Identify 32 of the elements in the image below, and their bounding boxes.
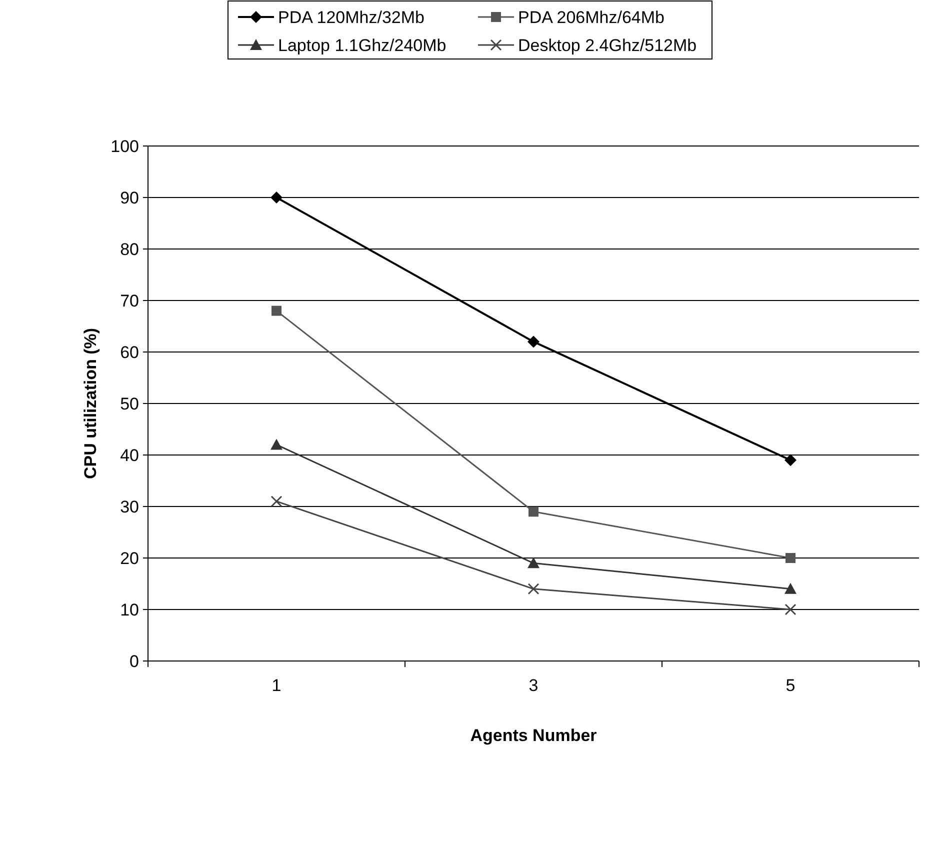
y-tick-label: 100 — [110, 136, 139, 156]
point — [784, 604, 796, 616]
y-tick-label: 80 — [120, 240, 139, 259]
x-tick-label: 3 — [528, 676, 538, 695]
y-tick-label: 50 — [120, 394, 139, 414]
y-tick-label: 30 — [120, 497, 139, 516]
legend-label: PDA 206Mhz/64Mb — [518, 8, 664, 27]
y-tick-label: 10 — [120, 600, 139, 620]
y-axis-title: CPU utilization (%) — [81, 328, 100, 480]
y-tick-label: 70 — [120, 291, 139, 310]
point — [784, 582, 796, 594]
legend-label: PDA 120Mhz/32Mb — [278, 8, 424, 27]
point — [528, 506, 538, 517]
point — [270, 438, 282, 450]
point — [784, 454, 796, 466]
y-tick-label: 40 — [120, 446, 139, 465]
y-tick-label: 60 — [120, 342, 139, 362]
y-tick-label: 0 — [130, 652, 139, 671]
point — [528, 336, 540, 348]
y-tick-label: 20 — [120, 548, 139, 568]
point — [272, 306, 282, 316]
x-tick-label: 5 — [786, 676, 796, 695]
point — [270, 496, 282, 508]
x-axis-title: Agents Number — [470, 726, 598, 745]
point — [528, 583, 540, 595]
y-tick-label: 90 — [120, 188, 139, 208]
point — [528, 557, 540, 568]
point — [270, 192, 282, 204]
legend-label: Desktop 2.4Ghz/512Mb — [518, 36, 697, 55]
point — [786, 553, 796, 563]
x-tick-label: 1 — [272, 676, 282, 695]
legend-label: Laptop 1.1Ghz/240Mb — [278, 36, 446, 55]
